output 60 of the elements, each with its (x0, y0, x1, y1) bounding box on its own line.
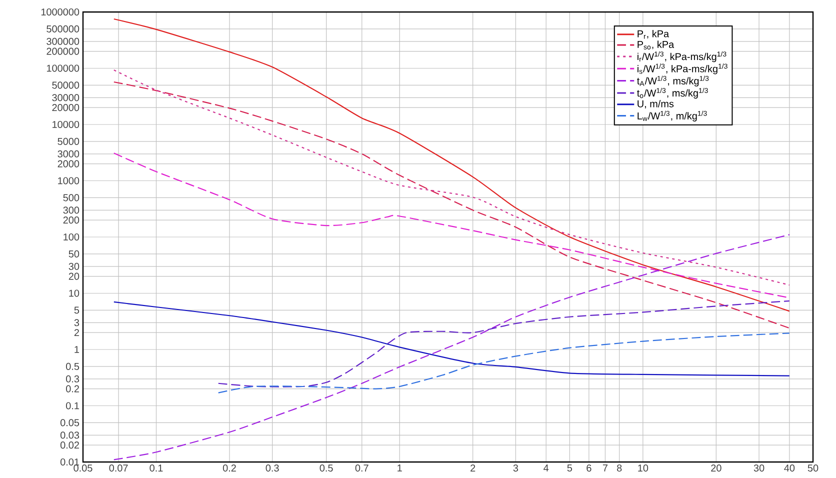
y-tick-label: 2 (74, 329, 79, 336)
y-tick-label: 500000 (46, 25, 80, 32)
y-tick-label: 0.03 (60, 432, 80, 439)
y-tick-label: 5000 (58, 138, 80, 145)
x-tick-label: 0.3 (266, 464, 279, 472)
legend-label: L$_{w}$/W$^{1/3}$, m/kg$^{1/3}$ (638, 110, 707, 122)
x-tick-label: 7 (602, 464, 608, 472)
x-tick-label: 5 (567, 464, 572, 472)
y-tick-label: 1 (74, 346, 79, 353)
x-tick-label: 1 (398, 464, 402, 472)
y-tick-label: 100000 (47, 64, 80, 72)
y-tick-label: 0.3 (66, 375, 80, 382)
y-tick-label: 30000 (52, 94, 80, 102)
x-tick-label: 30 (754, 464, 764, 472)
x-tick-label: 0.7 (355, 464, 368, 472)
x-tick-label: 0.2 (222, 464, 236, 472)
legend-label: P$_{r}$, kPa (638, 30, 670, 39)
y-tick-label: 3 (74, 319, 80, 326)
y-tick-label: 0.05 (60, 419, 80, 426)
legend-label: P$_{so}$, kPa (638, 40, 674, 50)
x-tick-label: 3 (513, 464, 518, 472)
legend-label: U, m/ms (638, 100, 674, 109)
y-tick-label: 3000 (58, 150, 80, 158)
x-tick-label: 0.07 (109, 464, 128, 472)
y-tick-label: 300 (63, 206, 80, 214)
x-tick-label: 2 (470, 464, 476, 472)
y-tick-label: 2000 (58, 160, 80, 168)
y-tick-label: 0.2 (66, 385, 79, 392)
y-tick-label: 50000 (52, 82, 80, 89)
y-tick-label: 100 (64, 233, 80, 241)
y-tick-label: 0.5 (66, 362, 80, 370)
y-tick-label: 20 (68, 272, 80, 280)
y-tick-label: 200 (63, 216, 80, 224)
y-tick-label: 5 (74, 306, 80, 314)
legend-label: t$_{o}$/W$^{1/3}$, ms/kg$^{1/3}$ (637, 88, 708, 99)
x-tick-label: 4 (544, 464, 549, 472)
x-tick-label: 50 (808, 464, 818, 472)
y-tick-label: 20000 (52, 104, 80, 112)
y-tick-label: 1000000 (41, 8, 80, 16)
y-tick-label: 50 (68, 250, 80, 258)
y-tick-label: 10 (69, 290, 80, 297)
x-tick-label: 0.5 (320, 464, 333, 472)
legend-label: i$_{s}$/W$^{1/3}$, kPa-ms/kg$^{1/3}$ (638, 64, 728, 74)
legend-label: i$_{r}$/W$^{1/3}$, kPa-ms/kg$^{1/3}$ (638, 51, 726, 62)
x-tick-label: 0.1 (150, 464, 163, 472)
y-tick-label: 0.01 (60, 458, 79, 466)
y-tick-label: 1000 (58, 177, 80, 184)
y-tick-label: 0.02 (60, 442, 79, 449)
y-tick-label: 200000 (46, 48, 80, 55)
x-tick-label: 20 (711, 464, 722, 472)
x-tick-label: 10 (638, 464, 648, 472)
x-tick-label: 6 (586, 464, 592, 472)
y-tick-label: 10000 (52, 120, 80, 128)
y-tick-label: 300000 (46, 38, 80, 45)
y-tick-label: 30 (68, 262, 80, 270)
y-tick-label: 500 (63, 194, 80, 202)
y-tick-label: 0.1 (66, 402, 79, 410)
x-tick-label: 40 (784, 464, 795, 472)
legend-label: t$_{A}$/W$^{1/3}$, ms/kg$^{1/3}$ (637, 76, 709, 86)
x-tick-label: 8 (617, 464, 622, 472)
